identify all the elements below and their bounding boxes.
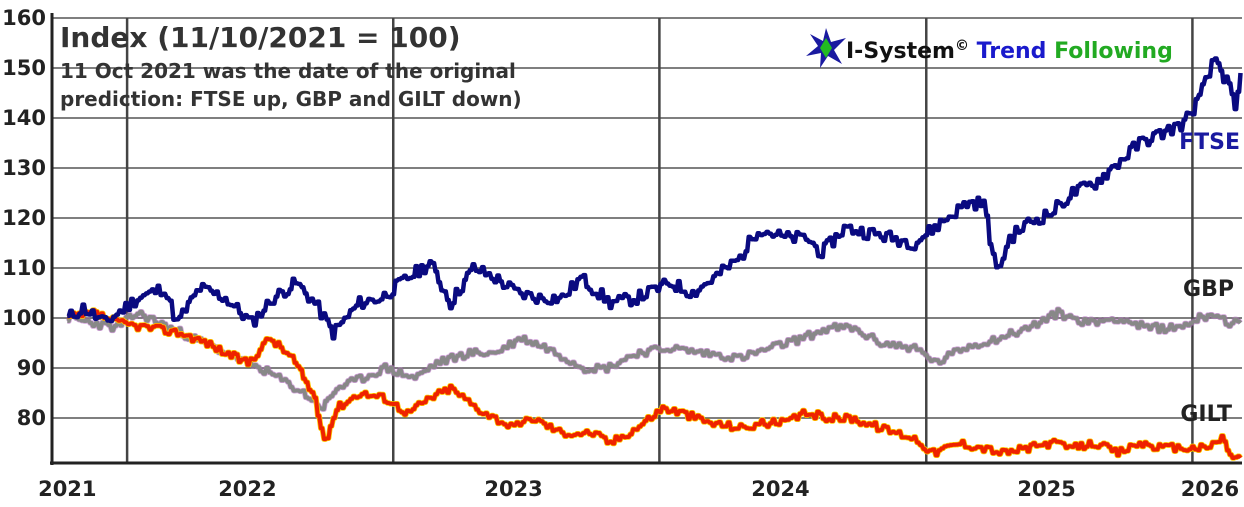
series-line-gilt [66, 308, 1243, 460]
y-tick-label-160: 160 [2, 6, 46, 30]
series-labels: FTSE GBP GILT [1179, 130, 1240, 427]
series-label-ftse: FTSE [1179, 130, 1240, 155]
chart-series-lines [66, 56, 1243, 461]
y-tick-label-150: 150 [2, 56, 46, 80]
series-label-gilt: GILT [1180, 402, 1232, 427]
y-tick-label-130: 130 [2, 156, 46, 180]
series-line-ftse [66, 56, 1243, 341]
y-tick-label-90: 90 [17, 356, 46, 380]
series-label-gbp: GBP [1183, 277, 1234, 302]
x-tick-label-2026: 2026 [1181, 477, 1239, 501]
svg-text:I-System© Trend Following: I-System© Trend Following [846, 38, 1173, 64]
chart-axes [50, 13, 1242, 465]
brand-word-following: Following [1054, 39, 1173, 64]
x-tick-label-2022: 2022 [218, 477, 276, 501]
y-tick-label-100: 100 [2, 306, 46, 330]
y-tick-label-110: 110 [2, 256, 46, 280]
brand-word-trend: Trend [977, 39, 1047, 64]
chart-subtitle-line-2: prediction: FTSE up, GBP and GILT down) [60, 87, 522, 111]
x-tick-labels: 2021 2022 2023 2024 2025 2026 [38, 477, 1239, 501]
x-tick-label-2025: 2025 [1017, 477, 1075, 501]
x-tick-label-2023: 2023 [484, 477, 542, 501]
chart-grid [52, 17, 1242, 463]
star-icon [806, 28, 846, 68]
y-tick-label-140: 140 [2, 106, 46, 130]
series-line-gbp [66, 307, 1243, 412]
x-tick-label-2024: 2024 [751, 477, 809, 501]
brand-name: I-System [846, 39, 955, 64]
chart-title: Index (11/10/2021 = 100) [60, 21, 461, 54]
series-line-gilt-halo [66, 307, 1243, 461]
chart-subtitle-line-1: 11 Oct 2021 was the date of the original [60, 59, 516, 83]
y-tick-label-120: 120 [2, 206, 46, 230]
brand-copyright: © [955, 38, 969, 54]
y-tick-labels: 80 90 100 110 120 130 140 150 160 [2, 6, 46, 430]
x-tick-label-2021: 2021 [38, 477, 96, 501]
brand-logo: I-System© Trend Following [806, 28, 1173, 68]
y-tick-label-80: 80 [17, 406, 46, 430]
